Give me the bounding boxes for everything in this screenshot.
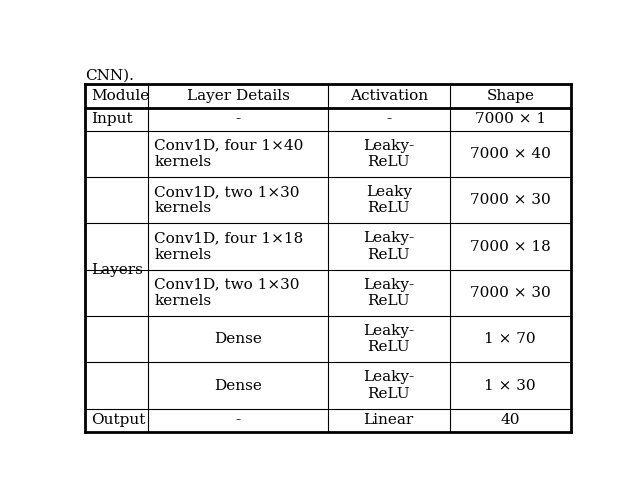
Text: Conv1D, four 1×40
kernels: Conv1D, four 1×40 kernels	[154, 139, 303, 169]
Text: Output: Output	[91, 413, 145, 428]
Text: Module: Module	[91, 89, 149, 103]
Text: CNN).: CNN).	[85, 69, 134, 83]
Text: Linear: Linear	[364, 413, 414, 428]
Text: Conv1D, four 1×18
kernels: Conv1D, four 1×18 kernels	[154, 232, 303, 261]
Text: Leaky-
ReLU: Leaky- ReLU	[363, 232, 414, 261]
Text: -: -	[236, 413, 241, 428]
Text: 1 × 30: 1 × 30	[484, 378, 536, 392]
Text: Layer Details: Layer Details	[187, 89, 289, 103]
Text: 40: 40	[500, 413, 520, 428]
Text: 7000 × 1: 7000 × 1	[475, 112, 546, 126]
Text: Dense: Dense	[214, 332, 262, 346]
Text: Leaky-
ReLU: Leaky- ReLU	[363, 139, 414, 169]
Text: Leaky-
ReLU: Leaky- ReLU	[363, 324, 414, 354]
Text: Leaky-
ReLU: Leaky- ReLU	[363, 278, 414, 308]
Text: Conv1D, two 1×30
kernels: Conv1D, two 1×30 kernels	[154, 278, 300, 308]
Text: 7000 × 30: 7000 × 30	[470, 286, 550, 300]
Text: Leaky
ReLU: Leaky ReLU	[366, 185, 412, 215]
Text: Activation: Activation	[349, 89, 428, 103]
Text: Layers: Layers	[91, 263, 143, 277]
Text: Conv1D, two 1×30
kernels: Conv1D, two 1×30 kernels	[154, 185, 300, 215]
Text: Dense: Dense	[214, 378, 262, 392]
Text: -: -	[236, 112, 241, 126]
Text: Leaky-
ReLU: Leaky- ReLU	[363, 371, 414, 401]
Text: Input: Input	[91, 112, 132, 126]
Text: 1 × 70: 1 × 70	[484, 332, 536, 346]
Text: 7000 × 30: 7000 × 30	[470, 193, 550, 207]
Text: Shape: Shape	[486, 89, 534, 103]
Text: -: -	[386, 112, 391, 126]
Text: 7000 × 40: 7000 × 40	[470, 147, 550, 161]
Text: 7000 × 18: 7000 × 18	[470, 240, 550, 253]
